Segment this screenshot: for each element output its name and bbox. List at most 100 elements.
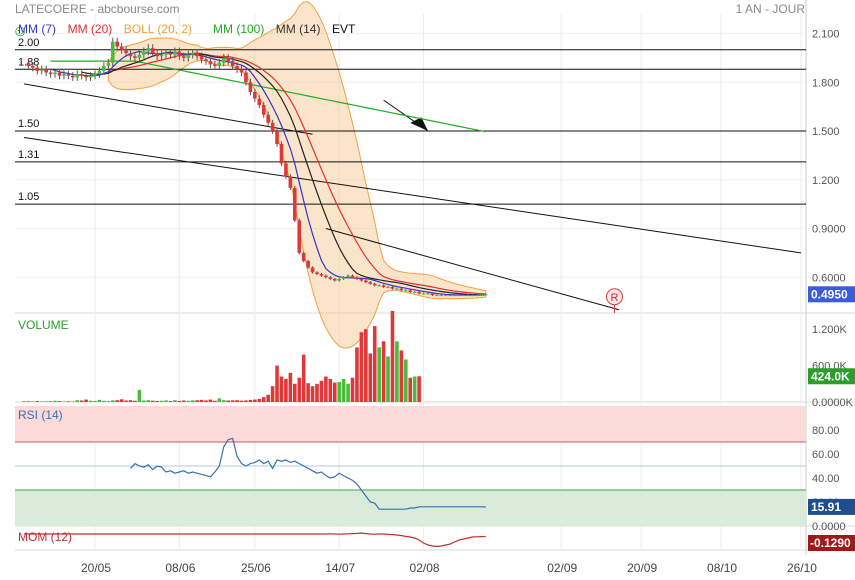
legend-item: MM (100) — [213, 22, 264, 36]
x-tick-label: 02/09 — [547, 561, 577, 575]
volume-bar — [75, 400, 80, 402]
volume-bar — [62, 401, 66, 402]
volume-bar — [97, 399, 102, 402]
ma7-line — [50, 50, 486, 296]
candle-body — [475, 295, 479, 297]
candle-body — [226, 57, 230, 62]
candle-body — [306, 261, 310, 268]
rsi-title: RSI (14) — [18, 408, 63, 422]
momentum-last-value: -0.1290 — [810, 536, 851, 550]
candle-body — [341, 277, 346, 279]
candle-body — [270, 122, 275, 131]
momentum-title: MOM (12) — [18, 530, 72, 544]
candle-body — [404, 290, 408, 292]
volume-bar — [368, 353, 373, 402]
x-tick-label: 26/10 — [787, 561, 817, 575]
candle-body — [417, 291, 421, 294]
candle-body — [195, 53, 199, 57]
volume-bar — [195, 400, 199, 402]
chart-title: LATECOERE - abcbourse.com — [15, 2, 180, 16]
volume-bar — [190, 400, 195, 402]
rsi-tick-label: 40.00 — [812, 473, 840, 485]
candle-body — [173, 51, 177, 55]
volume-tick-label: 1.200K — [812, 324, 848, 336]
x-tick-label: 25/06 — [241, 561, 271, 575]
candle-body — [164, 53, 168, 55]
volume-bar — [386, 356, 390, 402]
volume-bar — [88, 400, 93, 402]
candle-body — [435, 295, 439, 297]
volume-bar — [124, 400, 128, 402]
candle-body — [110, 41, 115, 63]
candle-body — [439, 295, 444, 297]
price-tick-label: 1.200 — [812, 175, 840, 187]
volume-bar — [133, 400, 137, 402]
legend-item: MM (7) — [18, 22, 56, 36]
ma20-line — [108, 52, 486, 295]
legend-item: MM (20) — [68, 22, 113, 36]
event-marker-label: R — [610, 292, 618, 304]
volume-bar — [408, 377, 413, 402]
trend-line — [325, 228, 620, 311]
volume-bar — [341, 378, 346, 402]
x-tick-label: 20/05 — [81, 561, 111, 575]
candle-body — [261, 105, 266, 115]
price-tick-label: 2.100 — [812, 29, 840, 41]
candle-body — [386, 287, 390, 288]
momentum-line — [325, 532, 486, 548]
last-price-value: 0.4950 — [811, 287, 848, 301]
volume-bar — [110, 400, 115, 402]
volume-bar — [119, 399, 124, 402]
volume-bar — [315, 383, 319, 402]
volume-bar — [297, 377, 302, 402]
volume-bar — [226, 400, 230, 402]
x-tick-label: 14/07 — [325, 561, 355, 575]
candle-body — [315, 272, 319, 274]
candle-body — [253, 92, 257, 99]
volume-tick-label: 0.0000K — [812, 397, 854, 409]
volume-bar — [115, 400, 119, 402]
volume-bar — [26, 401, 31, 402]
candle-body — [124, 49, 128, 53]
volume-bar — [199, 399, 204, 402]
candle-body — [284, 163, 288, 177]
candle-body — [186, 54, 191, 58]
volume-bar — [137, 389, 142, 402]
legend-item: BOLL (20, 2) — [124, 22, 192, 36]
volume-bar — [168, 401, 173, 402]
ma100-line — [50, 60, 486, 133]
volume-bar — [35, 401, 40, 402]
volume-bar — [48, 401, 53, 402]
rsi-tick-label: 80.00 — [812, 425, 840, 437]
candle-body — [208, 61, 213, 65]
volume-bar — [39, 401, 44, 402]
candle-body — [115, 41, 119, 47]
volume-bar — [332, 382, 337, 402]
volume-bar — [284, 378, 288, 402]
candle-body — [182, 56, 186, 58]
volume-bar — [364, 329, 368, 402]
candle-body — [408, 290, 413, 292]
candle-body — [57, 72, 62, 76]
volume-bar — [328, 378, 333, 402]
volume-bar — [337, 381, 341, 402]
candle-body — [35, 67, 40, 71]
price-tick-label: 1.500 — [812, 126, 840, 138]
candle-body — [119, 46, 124, 50]
volume-bar — [301, 354, 306, 402]
rsi-last-value: 15.91 — [811, 500, 841, 514]
candle-body — [443, 295, 448, 297]
trend-arrow — [410, 117, 428, 131]
volume-bar — [213, 400, 217, 402]
candle-body — [279, 144, 284, 164]
volume-bar — [266, 394, 270, 402]
candle-body — [79, 74, 84, 76]
legend-item: EVT — [332, 22, 356, 36]
volume-bar — [22, 401, 26, 402]
rsi-last-badge — [808, 498, 855, 515]
candle-body — [452, 295, 457, 297]
candle-body — [457, 295, 461, 297]
candle-body — [470, 295, 475, 297]
price-tick-label: 0.9000 — [812, 224, 846, 236]
candle-body — [293, 187, 297, 221]
